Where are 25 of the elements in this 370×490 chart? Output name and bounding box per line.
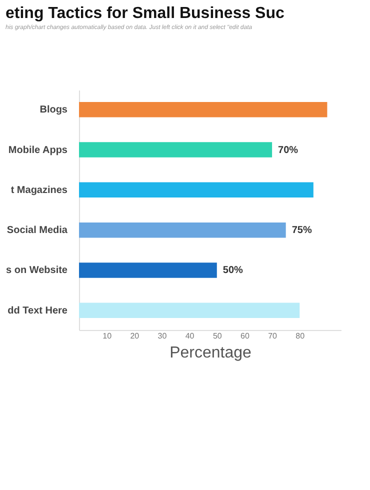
- y-tick-label: dd Text Here: [8, 305, 68, 316]
- bar: [79, 142, 272, 158]
- x-tick-label: 50: [212, 332, 222, 340]
- y-tick-label: Social Media: [6, 225, 68, 236]
- bar: [79, 182, 314, 198]
- bar: [79, 222, 286, 238]
- x-axis-title: Percentage: [170, 344, 252, 362]
- y-tick-label: t Magazines: [10, 184, 68, 196]
- bar: [79, 302, 300, 318]
- chart-title: eting Tactics for Small Business Suc: [6, 5, 285, 22]
- bar: [79, 262, 217, 278]
- y-tick-label: s on Website: [6, 265, 68, 276]
- data-label: 75%: [292, 225, 312, 236]
- data-label: 50%: [222, 265, 244, 276]
- x-tick-label: 80: [296, 332, 306, 340]
- x-tick-label: 10: [102, 332, 112, 340]
- bar: [79, 102, 328, 118]
- data-label: 70%: [278, 144, 298, 156]
- x-tick-label: 30: [158, 332, 168, 340]
- x-tick-label: 60: [240, 332, 250, 340]
- y-tick-label: Mobile Apps: [8, 144, 68, 156]
- x-tick-label: 20: [130, 332, 140, 340]
- x-tick-label: 40: [185, 332, 195, 340]
- y-tick-label: Blogs: [40, 104, 68, 116]
- x-tick-label: 70: [268, 332, 278, 340]
